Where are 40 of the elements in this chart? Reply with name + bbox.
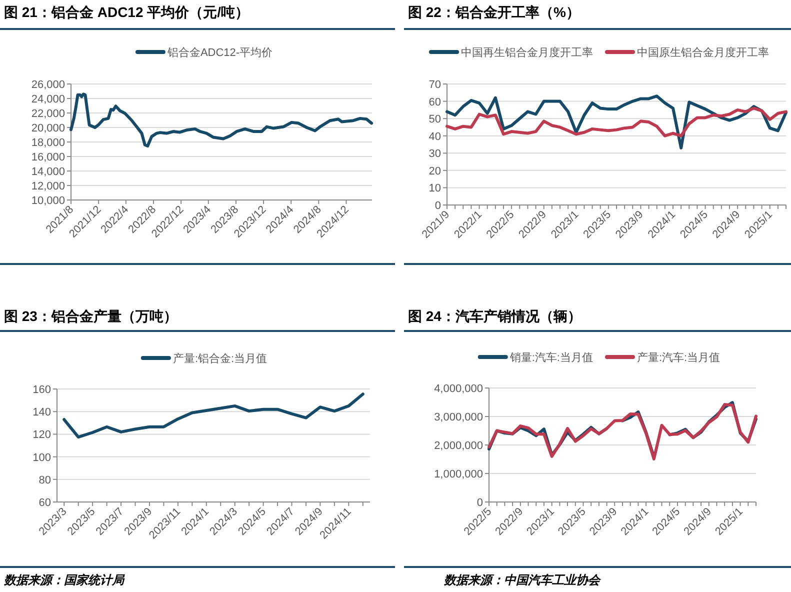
legend-label: 产量:汽车:当月值 [637, 351, 720, 364]
legend-label: 产量:铝合金:当月值 [172, 352, 268, 365]
y-tick-label: 24,000 [31, 94, 65, 106]
chart-title: 图 24：汽车产销情况（辆） [408, 308, 582, 324]
chart-title: 图 23：铝合金产量（万吨） [4, 308, 178, 324]
y-tick-label: 0 [434, 200, 441, 212]
y-tick-label: 1,000,000 [434, 468, 483, 480]
source-note: 数据来源：中国汽车工业协会 [443, 573, 602, 587]
chart-title: 图 22：铝合金开工率（%） [408, 4, 580, 20]
legend-label: 中国原生铝合金月度开工率 [637, 46, 769, 59]
y-tick-label: 3,000,000 [434, 412, 483, 424]
y-tick-label: 50 [428, 114, 441, 126]
legend-label: 中国再生铝合金月度开工率 [461, 46, 593, 59]
y-tick-label: 2,000,000 [434, 440, 483, 452]
y-tick-label: 26,000 [31, 79, 65, 91]
y-tick-label: 60 [38, 497, 51, 509]
y-tick-label: 140 [32, 406, 51, 419]
y-tick-label: 120 [32, 429, 51, 442]
legend-label: 铝合金ADC12-平均价 [166, 46, 273, 59]
y-tick-label: 18,000 [31, 137, 65, 149]
y-tick-label: 12,000 [31, 180, 65, 192]
y-tick-label: 100 [32, 452, 51, 464]
y-tick-label: 14,000 [31, 166, 65, 178]
y-tick-label: 0 [476, 497, 483, 509]
y-tick-label: 60 [428, 96, 441, 108]
y-tick-label: 30 [428, 148, 441, 160]
y-tick-label: 22,000 [31, 108, 65, 120]
y-tick-label: 160 [32, 384, 51, 396]
y-tick-label: 40 [428, 130, 441, 143]
chart-title: 图 21：铝合金 ADC12 平均价（元/吨） [4, 4, 250, 20]
legend-label: 销量:汽车:当月值 [508, 351, 593, 364]
y-tick-label: 70 [428, 79, 441, 91]
y-tick-label: 80 [38, 474, 51, 486]
y-tick-label: 16,000 [31, 152, 65, 164]
source-note: 数据来源：国家统计局 [3, 573, 125, 587]
y-tick-label: 10 [428, 182, 441, 195]
y-tick-label: 20,000 [31, 122, 65, 134]
y-tick-label: 4,000,000 [434, 383, 483, 395]
y-tick-label: 20 [428, 165, 441, 178]
y-tick-label: 10,000 [31, 195, 65, 207]
